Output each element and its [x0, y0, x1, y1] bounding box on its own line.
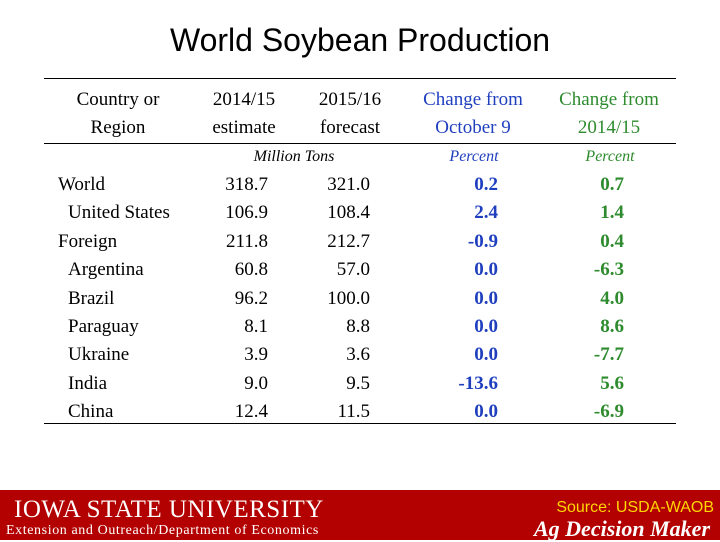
header-estimate: 2014/15 estimate [212, 89, 276, 138]
row-forecast: 9.5 [346, 372, 370, 394]
row-region: India [68, 372, 108, 394]
row-forecast: 108.4 [327, 202, 370, 224]
row-change-october: 0.0 [474, 344, 498, 366]
row-change-year: 1.4 [600, 202, 624, 224]
row-estimate: 96.2 [234, 287, 268, 309]
row-change-october: -13.6 [458, 372, 498, 394]
row-change-october: 2.4 [474, 202, 498, 224]
row-change-year: 8.6 [600, 316, 624, 337]
row-forecast: 8.8 [346, 316, 370, 337]
table-top-rule [44, 78, 676, 79]
row-region: Brazil [68, 287, 115, 309]
row-estimate: 211.8 [225, 230, 268, 252]
university-logo: Iowa State University [14, 496, 324, 523]
row-region: United States [68, 202, 170, 224]
row-forecast: 212.7 [327, 230, 370, 252]
program-label: Ag Decision Maker [534, 516, 710, 541]
row-region: China [68, 401, 114, 423]
units-tons: Million Tons [253, 148, 335, 165]
units-percent-october: Percent [449, 148, 499, 165]
department-label: Extension and Outreach/Department of Eco… [6, 523, 319, 538]
row-change-year: -6.9 [593, 401, 624, 423]
row-forecast: 57.0 [336, 259, 370, 281]
row-estimate: 318.7 [225, 174, 268, 195]
header-change-year: Change from 2014/15 [559, 89, 659, 138]
row-change-october: 0.0 [474, 316, 498, 337]
row-forecast: 3.6 [346, 344, 370, 366]
row-change-year: 4.0 [600, 287, 624, 309]
header-forecast: 2015/16 forecast [318, 89, 382, 138]
table-bottom-rule [44, 423, 676, 424]
row-change-october: 0.0 [474, 259, 498, 281]
row-forecast: 100.0 [327, 287, 370, 309]
row-estimate: 8.1 [244, 316, 268, 337]
row-estimate: 106.9 [225, 202, 268, 224]
row-forecast: 321.0 [327, 174, 370, 195]
row-change-year: 5.6 [600, 372, 624, 394]
row-forecast: 11.5 [337, 401, 370, 423]
row-change-october: -0.9 [467, 230, 498, 252]
row-change-october: 0.0 [474, 287, 498, 309]
row-estimate: 12.4 [234, 401, 268, 423]
row-change-year: -7.7 [593, 344, 624, 366]
row-region: Argentina [68, 259, 144, 281]
row-change-year: -6.3 [593, 259, 624, 281]
row-region: Paraguay [68, 316, 139, 337]
row-estimate: 60.8 [234, 259, 268, 281]
row-change-october: 0.2 [474, 174, 498, 195]
row-region: Ukraine [68, 344, 130, 366]
row-estimate: 9.0 [244, 372, 268, 394]
page-title: World Soybean Production [169, 22, 551, 58]
units-percent-year: Percent [585, 148, 635, 165]
soybean-table: Country or Region 2014/15 estimate 2015/16… [44, 76, 676, 426]
footer-bar: Iowa State University Extension and Outr… [0, 490, 720, 541]
row-estimate: 3.9 [244, 344, 268, 366]
row-region: Foreign [58, 230, 118, 252]
header-change-october: Change from October 9 [423, 89, 523, 138]
row-change-year: 0.7 [600, 174, 624, 195]
header-region: Country or Region [76, 89, 160, 138]
header-rule [44, 143, 676, 144]
row-change-october: 0.0 [474, 401, 498, 423]
row-region: World [58, 174, 106, 195]
row-change-year: 0.4 [600, 230, 624, 252]
source-label: Source: USDA-WAOB [556, 499, 714, 516]
